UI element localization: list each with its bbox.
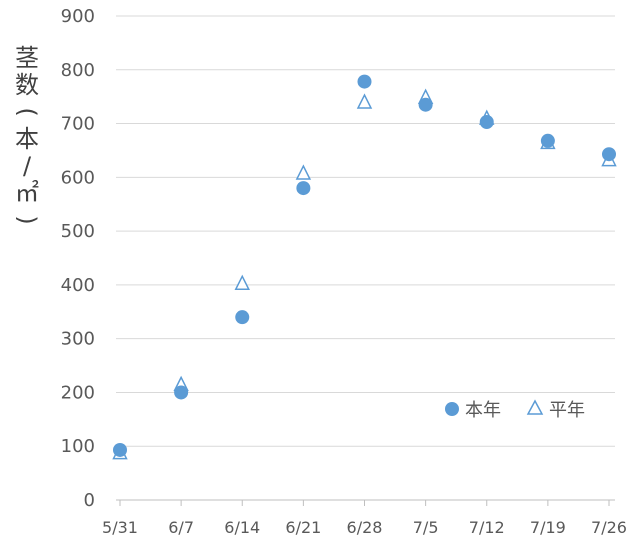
point-honnen [479, 114, 494, 129]
point-heinen [234, 274, 250, 291]
legend-label-heinen: 平年 [549, 400, 585, 421]
point-honnen [418, 97, 433, 112]
y-tick-label: 300 [61, 329, 95, 350]
point-honnen [602, 147, 616, 162]
x-tick-label: 6/7 [168, 518, 194, 537]
legend-label-honnen: 本年 [465, 400, 501, 421]
x-tick-label: 6/14 [224, 518, 260, 537]
x-tick-label: 7/19 [530, 518, 566, 537]
y-axis-label-char: ) [13, 215, 41, 224]
point-heinen [295, 164, 312, 180]
y-axis-label-char: 本 [15, 125, 39, 153]
point-honnen [174, 385, 189, 400]
legend-marker-honnen [445, 402, 459, 416]
point-honnen [540, 133, 555, 148]
x-tick-label: 7/26 [591, 518, 627, 537]
y-axis-label-char: ㎡ [15, 179, 39, 207]
y-tick-label: 200 [61, 382, 95, 403]
x-tick-label: 7/12 [469, 518, 505, 537]
y-axis-ticks: 0 100 200 300 400 500 600 700 800 900 [61, 6, 95, 511]
y-axis-label-char: 茎 [15, 44, 39, 72]
point-honnen [235, 310, 250, 325]
y-tick-label: 100 [61, 436, 95, 457]
x-axis-ticks: 5/31 6/7 6/14 6/21 6/28 7/5 7/12 7/19 7/26 [102, 518, 627, 537]
legend: 本年 平年 [445, 399, 585, 421]
legend-marker-heinen [526, 399, 544, 415]
x-tick-label: 6/21 [285, 518, 321, 537]
gridlines [116, 15, 615, 447]
y-tick-label: 400 [61, 275, 95, 296]
y-tick-label: 600 [61, 167, 95, 188]
x-tick-label: 7/5 [413, 518, 439, 537]
x-axis [116, 499, 615, 506]
y-tick-label: 0 [84, 490, 95, 511]
data-marks [112, 74, 617, 460]
x-tick-label: 6/28 [347, 518, 383, 537]
y-axis-label-char: / [23, 152, 32, 180]
x-tick-label: 5/31 [102, 518, 138, 537]
point-honnen [296, 181, 311, 196]
y-tick-label: 700 [61, 114, 95, 135]
y-tick-label: 500 [61, 221, 95, 242]
point-honnen [357, 74, 372, 89]
y-tick-label: 900 [61, 6, 95, 27]
y-tick-label: 800 [61, 60, 95, 81]
point-honnen [113, 442, 127, 457]
y-axis-label-char: ( [13, 107, 41, 116]
point-heinen [356, 93, 373, 109]
y-axis-label: 茎数 ( 本/㎡) [13, 44, 41, 225]
y-axis-label-char: 数 [15, 71, 39, 99]
